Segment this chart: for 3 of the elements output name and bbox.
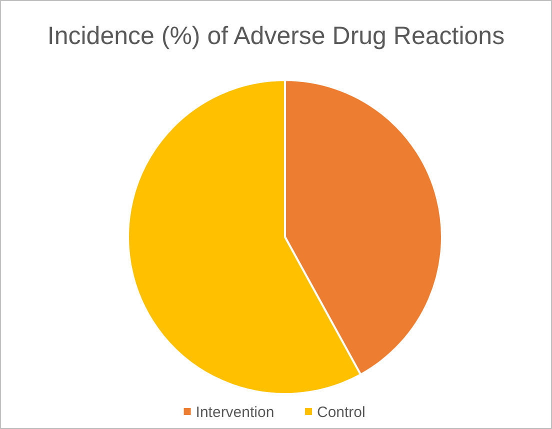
legend-label: Intervention [196, 404, 274, 421]
legend-label: Control [317, 404, 366, 421]
chart-title: Incidence (%) of Adverse Drug Reactions [47, 22, 505, 50]
